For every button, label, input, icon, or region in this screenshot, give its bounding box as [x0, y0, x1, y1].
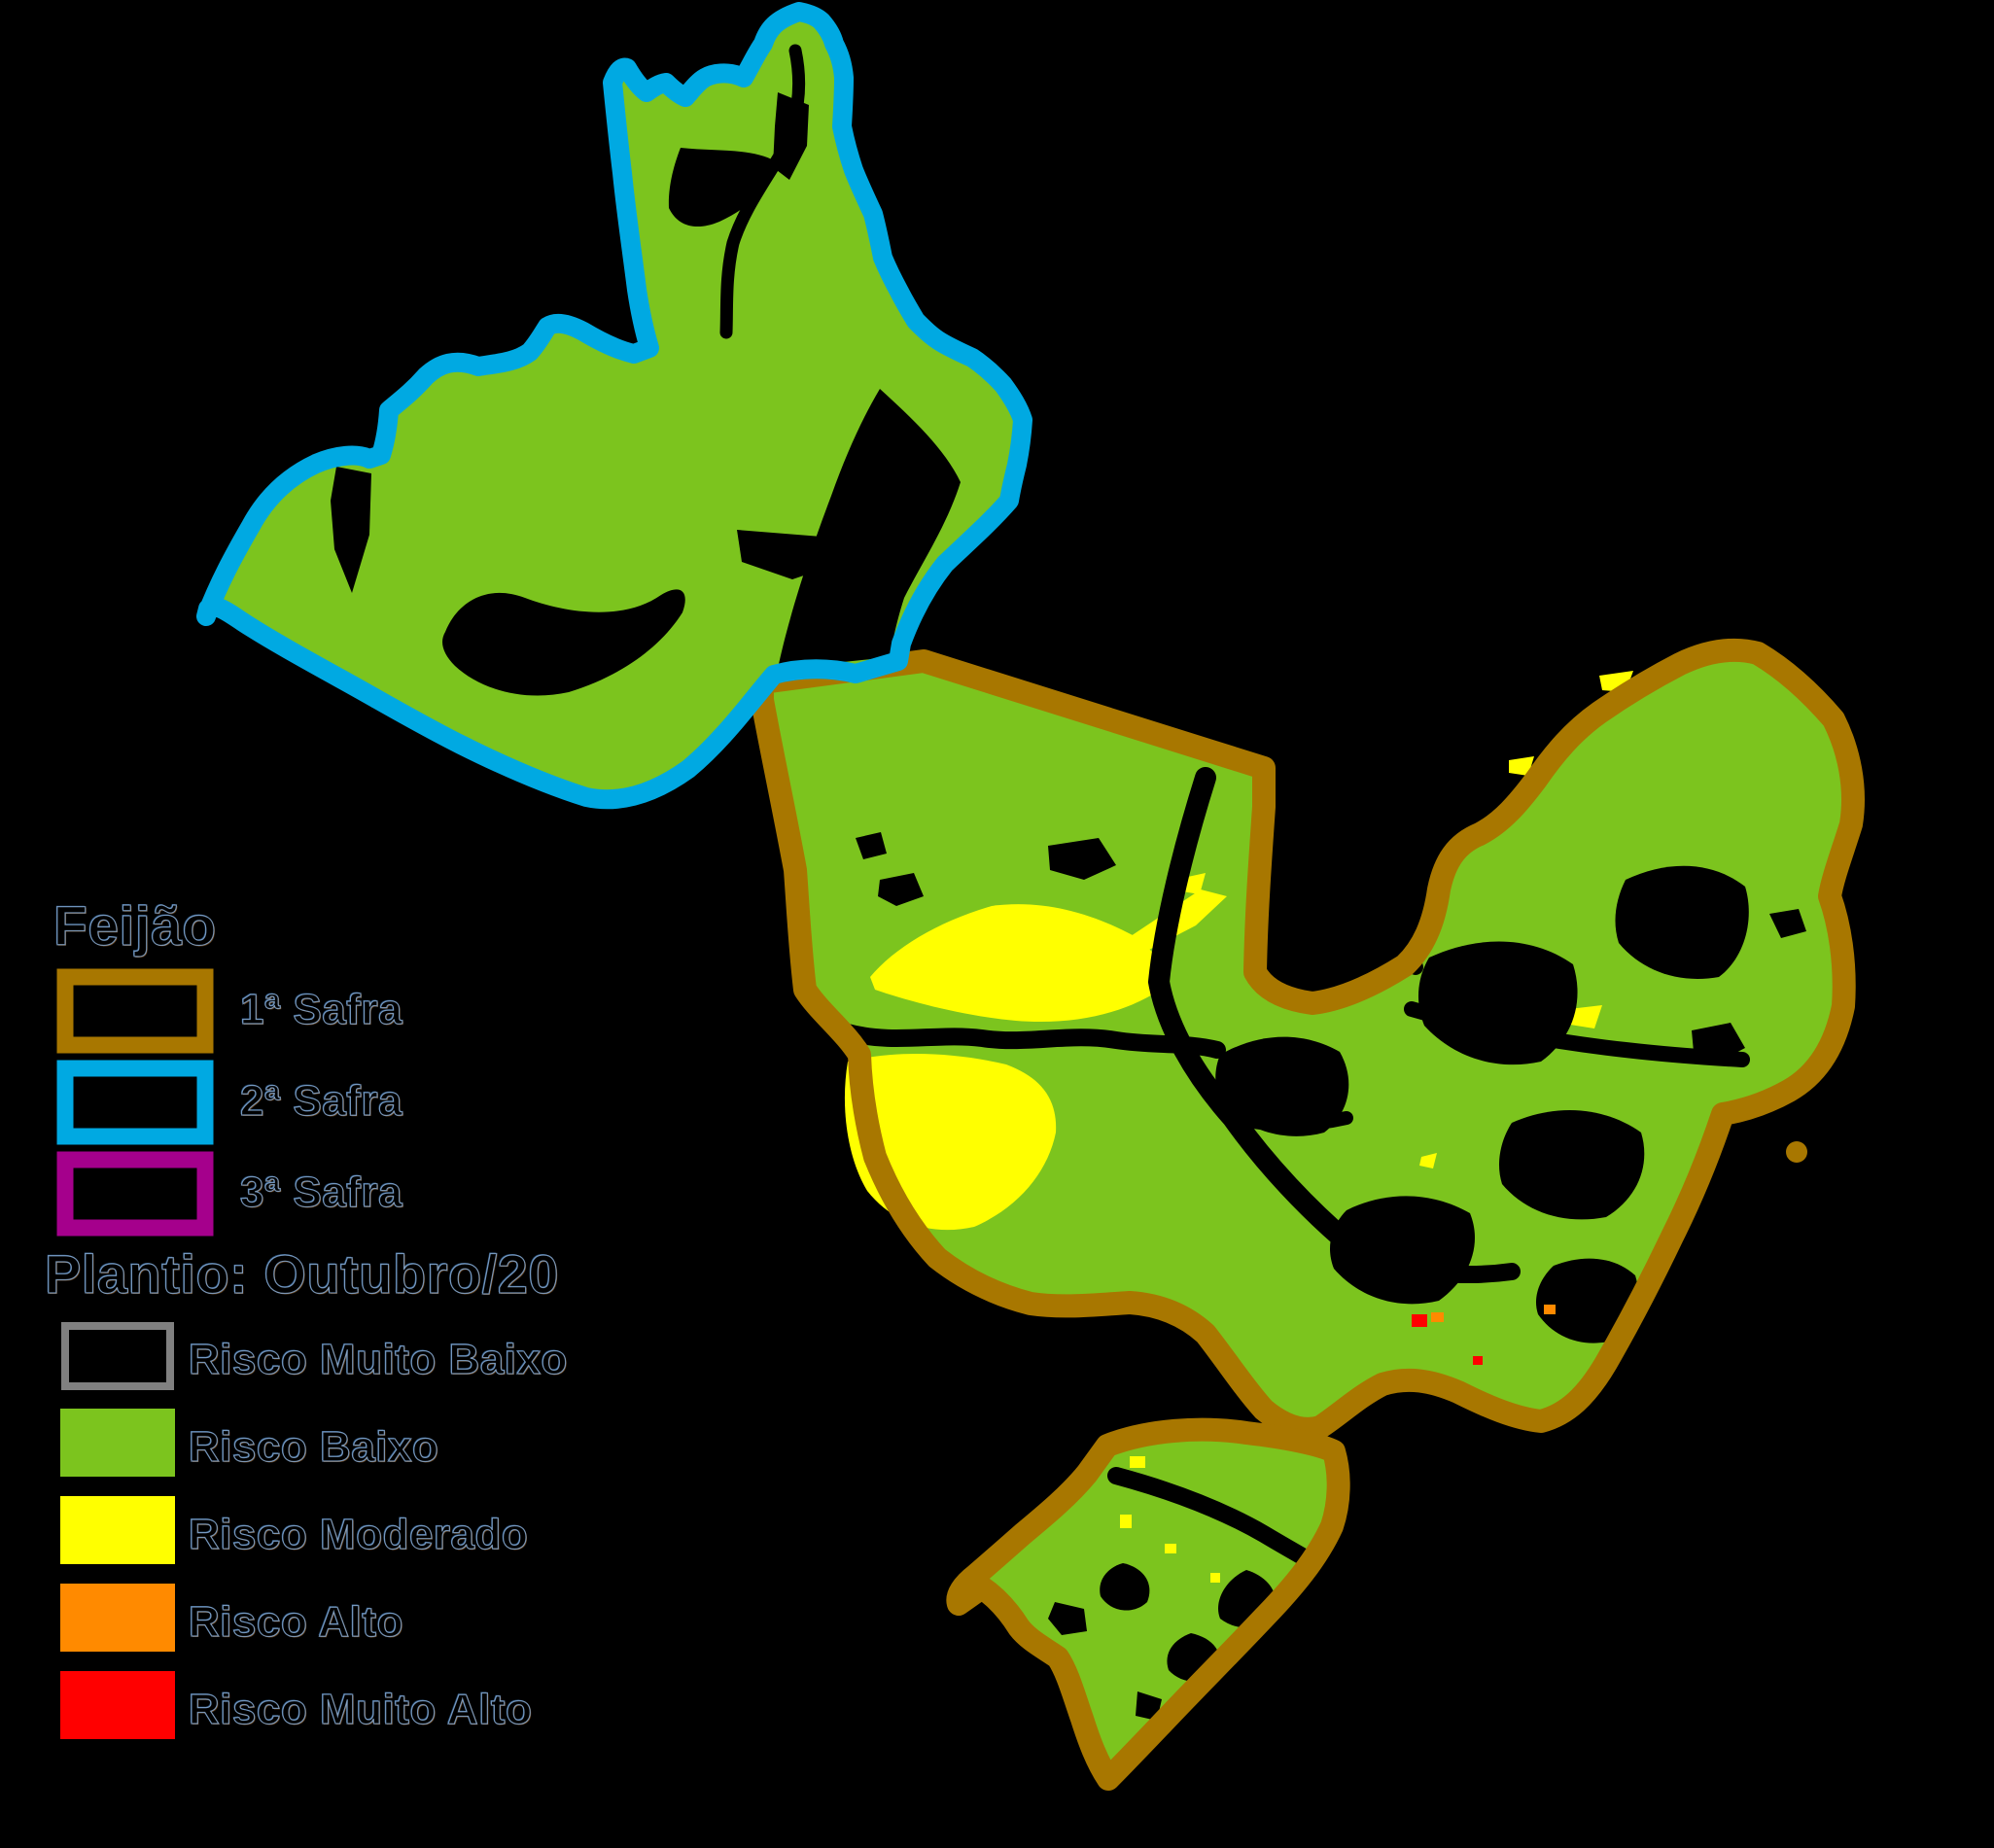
safra2-label: 2ª Safra [239, 1076, 403, 1125]
risk-low-label: Risco Baixo [188, 1422, 439, 1471]
risk-very-low-swatch [61, 1322, 174, 1390]
risk-very-low-label: Risco Muito Baixo [188, 1335, 568, 1383]
risk-very-low-swatch-rect [61, 1322, 174, 1390]
risk-very-high-swatch-rect [60, 1671, 175, 1739]
northwest-safra2-outline [196, 2, 1032, 810]
region-safra2-northwest [196, 2, 1032, 810]
risk-high-swatch-rect [60, 1584, 175, 1652]
central-safra1-outline [751, 638, 1865, 1441]
crop-title: Feijão [52, 894, 217, 958]
south-safra1-outline [946, 1417, 1350, 1791]
central-high-risk-specks [1431, 1305, 1556, 1322]
risk-very-high-label: Risco Muito Alto [188, 1685, 533, 1733]
central-very-high-risk-specks [1412, 1314, 1483, 1365]
risk-high-swatch [60, 1584, 175, 1652]
region-safra1-central [751, 638, 1865, 1441]
region-safra1-south [946, 1417, 1350, 1791]
risk-low-swatch-rect [60, 1409, 175, 1477]
safra3-swatch-rect [56, 1151, 214, 1237]
safra1-swatch [56, 968, 214, 1054]
south-moderate-risk-specks [1120, 1456, 1220, 1583]
safra3-label: 3ª Safra [239, 1168, 403, 1216]
safra3-swatch [56, 1151, 214, 1237]
central-state-border-lines [839, 678, 1750, 1283]
risk-very-high-swatch [60, 1671, 175, 1739]
safra1-swatch-rect [56, 968, 214, 1054]
risk-moderate-swatch [60, 1496, 175, 1564]
risk-low-swatch [60, 1409, 175, 1477]
planting-title: Plantio: Outubro/20 [44, 1242, 560, 1305]
coastal-border-dot [1786, 1141, 1807, 1163]
risk-high-label: Risco Alto [188, 1597, 403, 1646]
safra1-label: 1ª Safra [239, 985, 403, 1033]
risk-moderate-swatch-rect [60, 1496, 175, 1564]
south-river-line [1107, 1467, 1319, 1570]
risk-moderate-label: Risco Moderado [188, 1510, 529, 1558]
safra2-swatch [56, 1060, 214, 1145]
safra2-swatch-rect [56, 1060, 214, 1145]
northwest-green-promontory [948, 418, 1013, 494]
northwest-river-line [719, 44, 806, 339]
